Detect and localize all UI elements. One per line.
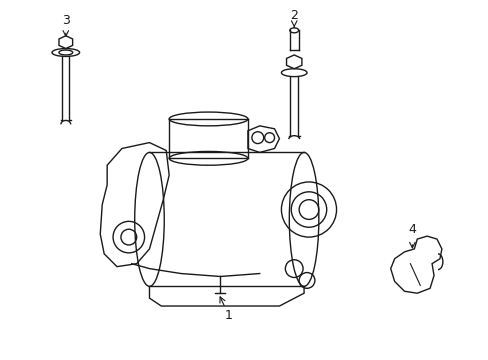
Text: 1: 1 [224,309,232,322]
Text: 4: 4 [407,223,415,236]
Text: 2: 2 [290,9,298,22]
Text: 3: 3 [62,14,70,27]
